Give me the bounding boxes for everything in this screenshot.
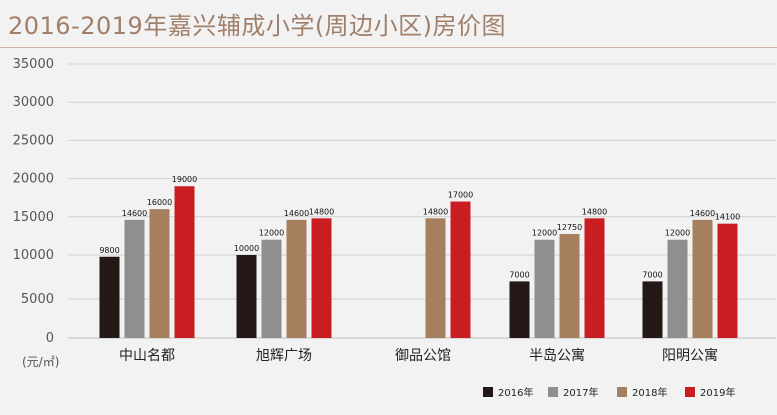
y-tick-label: 10000 xyxy=(13,248,54,263)
bar-data-label: 19000 xyxy=(172,175,197,184)
bar-data-label: 14800 xyxy=(582,207,607,216)
bar-data-label: 14800 xyxy=(423,207,448,216)
bar xyxy=(534,239,555,338)
bar-data-label: 12000 xyxy=(259,229,284,238)
bar-data-label: 7000 xyxy=(642,270,662,279)
title-divider xyxy=(0,47,777,48)
bar-data-label: 17000 xyxy=(448,191,473,200)
bar xyxy=(236,255,257,338)
bar xyxy=(584,218,605,338)
y-tick-label: 35000 xyxy=(13,57,54,72)
x-category-label: 旭辉广场 xyxy=(256,348,312,364)
bar xyxy=(425,218,446,338)
bar xyxy=(286,219,307,338)
bar xyxy=(99,256,120,338)
chart-title: 2016-2019年嘉兴辅成小学(周边小区)房价图 xyxy=(8,12,507,40)
bar xyxy=(174,186,195,338)
bar xyxy=(149,209,170,338)
bar xyxy=(642,281,663,338)
y-axis-unit-label: (元/㎡) xyxy=(22,355,59,369)
x-category-label: 御品公馆 xyxy=(395,348,451,364)
legend-label: 2019年 xyxy=(700,386,735,399)
bar-data-label: 12000 xyxy=(532,229,557,238)
legend-swatch xyxy=(548,387,558,397)
bar-data-label: 9800 xyxy=(99,246,119,255)
legend-label: 2017年 xyxy=(563,386,598,399)
bar xyxy=(667,239,688,338)
y-axis-ticks: 0 5000 10000 15000 20000 25000 30000 35000 xyxy=(13,57,54,346)
bar-data-label: 12750 xyxy=(557,223,582,232)
legend-swatch xyxy=(483,387,493,397)
bar xyxy=(559,233,580,338)
y-tick-label: 20000 xyxy=(13,172,54,187)
bar-data-label: 10000 xyxy=(234,244,259,253)
bar xyxy=(509,281,530,338)
legend-label: 2018年 xyxy=(632,386,667,399)
bar-data-label: 14600 xyxy=(122,209,147,218)
x-category-label: 半岛公寓 xyxy=(529,347,585,364)
bar-data-label: 14600 xyxy=(690,209,715,218)
bar xyxy=(311,218,332,338)
x-category-label: 阳明公寓 xyxy=(662,347,718,364)
legend: 2016年 2017年 2018年 2019年 xyxy=(483,386,735,399)
y-tick-label: 30000 xyxy=(13,95,54,110)
category-labels: 中山名都 旭辉广场 御品公馆 半岛公寓 阳明公寓 xyxy=(119,347,718,364)
bar xyxy=(261,239,282,338)
legend-label: 2016年 xyxy=(498,386,533,399)
y-tick-label: 15000 xyxy=(13,210,54,225)
bar-data-label: 14100 xyxy=(715,213,740,222)
bar xyxy=(692,219,713,338)
y-tick-label: 5000 xyxy=(21,292,54,307)
x-category-label: 中山名都 xyxy=(119,348,175,364)
bar-data-label: 14600 xyxy=(284,209,309,218)
bar-data-label: 7000 xyxy=(509,270,529,279)
y-tick-label: 25000 xyxy=(13,133,54,148)
bar-data-label: 12000 xyxy=(665,229,690,238)
legend-swatch xyxy=(617,387,627,397)
legend-swatch xyxy=(685,387,695,397)
bar xyxy=(717,223,738,338)
bar-data-label: 14800 xyxy=(309,207,334,216)
bar-series xyxy=(99,186,738,338)
bar-data-label: 16000 xyxy=(147,198,172,207)
bar xyxy=(450,201,471,338)
bar xyxy=(124,219,145,338)
y-tick-label: 0 xyxy=(46,331,54,346)
